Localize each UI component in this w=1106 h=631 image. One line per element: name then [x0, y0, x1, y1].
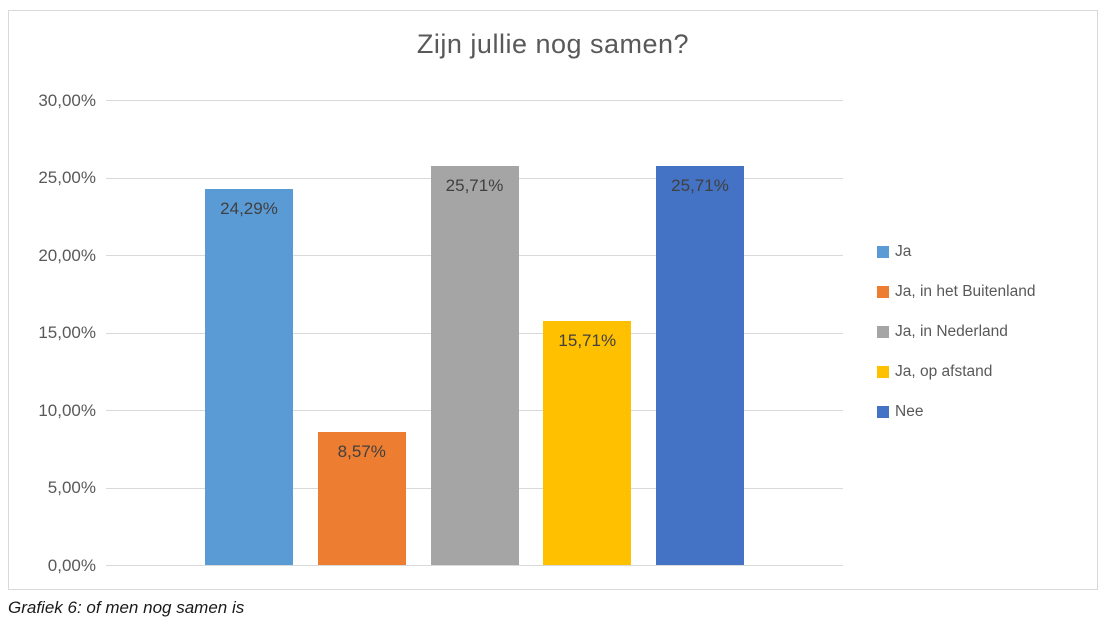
legend-item-label: Ja, op afstand — [895, 363, 993, 380]
bar-value-label: 24,29% — [220, 198, 278, 218]
legend-marker — [877, 286, 889, 298]
legend-item-ja: Ja — [877, 242, 911, 262]
chart-title: Zijn jullie nog samen? — [416, 29, 690, 59]
legend-item-ja-in-nederland: Ja, in Nederland — [877, 322, 1008, 342]
legend: Ja Ja, in het Buitenland Ja, in Nederland J… — [9, 11, 1097, 589]
y-axis: 0,00% 5,00% 10,00% 15,00% 20,00% 25,00% 30,00% — [9, 11, 1097, 589]
chart-frame: Zijn jullie nog samen? 24,29% 8,57% 25,71%… — [8, 10, 1098, 590]
legend-marker — [877, 406, 889, 418]
y-tick-label: 0,00% — [47, 555, 96, 575]
legend-item-label: Ja — [895, 243, 912, 260]
gridline — [106, 100, 843, 101]
bar-nee: 25,71% — [656, 166, 744, 565]
y-tick-label: 15,00% — [38, 323, 96, 342]
plot-area: 24,29% 8,57% 25,71% 15,71% 25,71% — [106, 100, 843, 566]
legend-item-nee: Nee — [877, 402, 923, 422]
legend-marker — [877, 246, 889, 258]
y-tick-label: 25,00% — [38, 168, 96, 187]
y-tick-label: 30,00% — [38, 90, 96, 110]
y-tick-label: 5,00% — [47, 478, 96, 497]
bar-value-label: 8,57% — [337, 442, 386, 462]
y-tick-label: 10,00% — [38, 400, 96, 420]
legend-item-ja-op-afstand: Ja, op afstand — [877, 362, 992, 382]
bar-value-label: 25,71% — [671, 176, 729, 196]
legend-item-label: Nee — [895, 403, 924, 420]
legend-item-label: Ja, in Nederland — [895, 323, 1008, 340]
bar-ja-op-afstand: 15,71% — [543, 321, 632, 565]
legend-item-label: Ja, in het Buitenland — [895, 283, 1036, 300]
bar-ja: 24,29% — [205, 188, 293, 565]
chart-caption: Grafiek 6: of men nog samen is — [8, 598, 245, 617]
legend-marker — [877, 326, 889, 338]
bar-ja-in-het-buitenland: 8,57% — [317, 432, 406, 565]
legend-marker — [877, 366, 889, 378]
legend-item-ja-in-het-buitenland: Ja, in het Buitenland — [877, 282, 1035, 302]
bar-value-label: 25,71% — [445, 176, 504, 196]
y-tick-label: 20,00% — [38, 245, 96, 265]
gridline — [106, 565, 843, 566]
bar-ja-in-nederland: 25,71% — [430, 166, 519, 565]
bar-value-label: 15,71% — [558, 331, 617, 351]
